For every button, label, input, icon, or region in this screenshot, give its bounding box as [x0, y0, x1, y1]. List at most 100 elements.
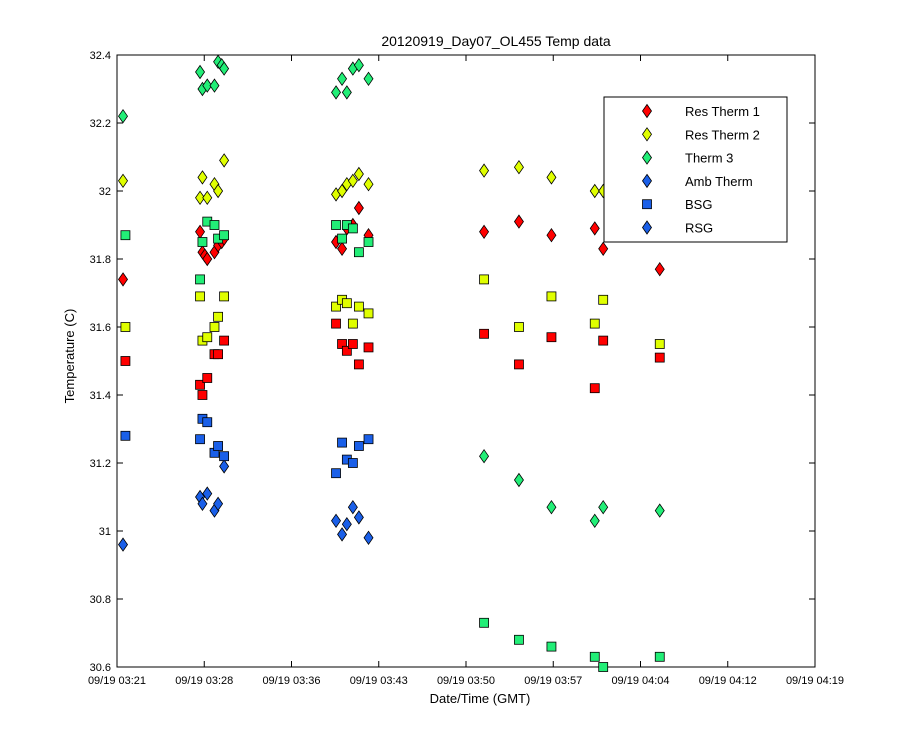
data-point — [195, 291, 205, 302]
data-point — [341, 85, 352, 100]
y-tick-label: 31.2 — [90, 458, 111, 470]
legend-label: Amb Therm — [685, 174, 753, 189]
data-point — [589, 513, 600, 529]
data-point — [331, 220, 341, 230]
data-point — [120, 356, 131, 366]
data-point — [353, 166, 364, 182]
data-point — [202, 78, 213, 93]
data-point — [513, 214, 524, 229]
data-point — [341, 345, 352, 356]
data-point — [479, 163, 490, 178]
data-point — [589, 221, 600, 236]
data-point — [363, 308, 374, 319]
data-point — [195, 379, 205, 390]
data-point — [331, 318, 341, 329]
legend-label: Res Therm 1 — [685, 104, 760, 119]
data-point — [213, 349, 223, 360]
data-point — [337, 437, 347, 448]
data-point — [337, 527, 348, 542]
data-point — [598, 662, 609, 672]
data-point — [202, 417, 213, 428]
y-tick-label: 31.4 — [90, 390, 111, 402]
y-axis-title: Temperature (C) — [62, 309, 77, 404]
y-tick-label: 32 — [99, 186, 111, 198]
data-point — [331, 513, 342, 529]
data-point — [479, 448, 490, 464]
x-tick-label: 09/19 03:36 — [262, 675, 320, 687]
data-point — [546, 499, 557, 515]
data-point — [598, 241, 609, 257]
data-point — [118, 272, 129, 287]
data-point — [195, 434, 205, 445]
legend-marker — [642, 220, 652, 235]
legend-label: RSG — [685, 221, 713, 236]
data-point — [654, 339, 665, 349]
x-tick-label: 09/19 03:50 — [437, 675, 495, 687]
data-point — [598, 335, 609, 346]
data-point — [347, 499, 358, 515]
data-point — [546, 227, 557, 243]
data-point — [589, 318, 600, 329]
data-point — [363, 176, 374, 192]
data-point — [195, 190, 206, 206]
data-point — [347, 223, 358, 234]
data-point — [213, 311, 223, 322]
data-point — [363, 71, 374, 87]
data-point — [598, 294, 609, 305]
x-axis-title: Date/Time (GMT) — [430, 691, 531, 706]
data-point — [654, 352, 665, 363]
data-point — [363, 342, 374, 353]
legend-marker — [642, 173, 652, 189]
data-point — [197, 496, 208, 512]
data-point — [514, 634, 524, 645]
data-point — [598, 499, 609, 515]
data-point — [213, 183, 224, 199]
data-point — [337, 71, 348, 87]
data-point — [118, 108, 129, 124]
x-tick-label: 09/19 03:43 — [350, 675, 408, 687]
data-point — [353, 510, 364, 525]
data-point — [197, 170, 208, 185]
data-point — [337, 183, 348, 199]
legend-marker — [642, 150, 652, 165]
legend-marker — [642, 103, 652, 119]
data-point — [341, 298, 352, 309]
data-point — [341, 516, 352, 532]
data-point — [219, 230, 230, 241]
data-point — [219, 459, 230, 474]
data-point — [479, 274, 489, 285]
x-tick-label: 09/19 03:57 — [524, 675, 582, 687]
legend-label: Therm 3 — [685, 151, 733, 166]
data-point — [195, 274, 205, 285]
data-point — [118, 173, 129, 189]
y-tick-label: 32.2 — [90, 118, 111, 130]
data-point — [546, 291, 557, 302]
data-point — [202, 373, 213, 383]
data-point — [337, 241, 348, 257]
data-point — [331, 301, 341, 312]
data-point — [514, 359, 524, 370]
data-point — [120, 430, 131, 441]
data-point — [347, 173, 358, 189]
data-point — [513, 472, 524, 488]
data-point — [353, 200, 364, 216]
data-point — [337, 233, 347, 244]
data-point — [118, 537, 129, 552]
data-point — [654, 261, 665, 277]
data-point — [219, 61, 230, 76]
y-tick-label: 31 — [99, 526, 111, 538]
data-point — [120, 322, 131, 332]
data-point — [331, 85, 342, 100]
data-point — [197, 390, 208, 400]
y-tick-label: 30.8 — [90, 594, 111, 606]
data-point — [546, 170, 557, 185]
x-tick-label: 09/19 03:21 — [88, 675, 146, 687]
data-point — [347, 339, 358, 349]
data-point — [195, 64, 206, 80]
data-point — [363, 434, 374, 445]
data-point — [219, 451, 230, 462]
x-tick-label: 09/19 04:12 — [699, 675, 757, 687]
data-point — [120, 230, 131, 241]
axis-ticks: 09/19 03:21 09/19 03:28 09/19 03:36 09/19 0… — [88, 50, 844, 687]
